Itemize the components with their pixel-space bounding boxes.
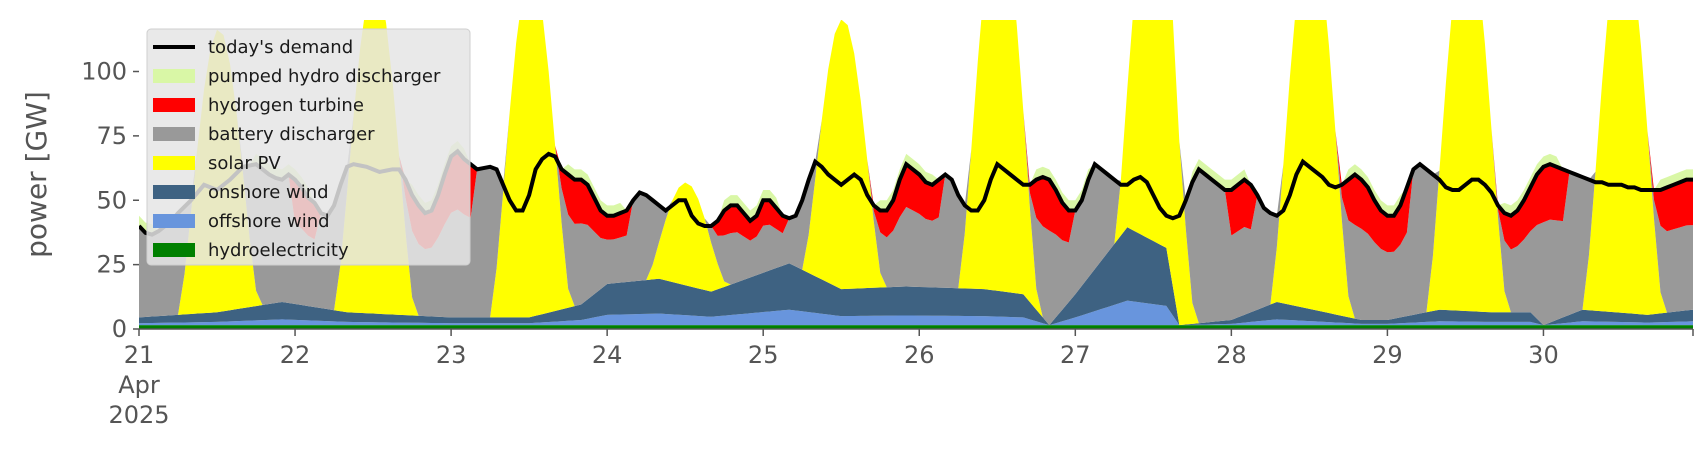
y-tick-label: 50: [96, 186, 127, 214]
area-solar-pv: [139, 20, 1693, 326]
y-tick-label: 0: [112, 315, 127, 343]
legend-swatch-pumped-hydro-discharger: [153, 69, 195, 83]
legend-label: today's demand: [208, 37, 353, 58]
legend-swatch-solar-pv: [153, 156, 195, 170]
x-tick-label: 23: [436, 341, 467, 369]
area-onshore-wind: [139, 227, 1693, 326]
x-tick-label: 21: [124, 341, 155, 369]
x-tick-label: 28: [1216, 341, 1247, 369]
y-tick-label: 75: [96, 122, 127, 150]
area-battery-discharger: [139, 20, 1693, 326]
y-tick-label: 100: [81, 58, 127, 86]
legend-label: onshore wind: [208, 182, 329, 203]
x-tick-label: 27: [1060, 341, 1091, 369]
legend-label: battery discharger: [208, 124, 375, 145]
x-tick-label: 29: [1372, 341, 1403, 369]
legend-label: solar PV: [208, 153, 281, 174]
area-hydroelectricity: [139, 325, 1693, 329]
legend-swatch-onshore-wind: [153, 185, 195, 199]
legend-box: [146, 28, 471, 266]
x-tick-label: 2025: [108, 401, 169, 429]
legend-label: offshore wind: [208, 211, 330, 232]
legend-label: pumped hydro discharger: [208, 66, 441, 87]
x-tick-label: 25: [748, 341, 779, 369]
legend-swatch-battery-discharger: [153, 127, 195, 141]
legend-swatch-offshore-wind: [153, 214, 195, 228]
area-offshore-wind: [139, 300, 1693, 326]
x-tick-label: 30: [1528, 341, 1559, 369]
x-tick-label: 26: [904, 341, 935, 369]
plot-area: [139, 20, 1693, 329]
x-tick-label: 22: [280, 341, 311, 369]
legend-label: hydrogen turbine: [208, 95, 364, 116]
legend-label: hydroelectricity: [208, 240, 349, 261]
legend-swatch-hydroelectricity: [153, 243, 195, 257]
legend-swatch-hydrogen-turbine: [153, 98, 195, 112]
area-hydrogen-turbine: [139, 20, 1693, 253]
y-tick-label: 25: [96, 251, 127, 279]
x-tick-label: 24: [592, 341, 623, 369]
legend: today's demand pumped hydro discharger hyd…: [146, 28, 471, 266]
x-tick-label: Apr: [118, 371, 160, 399]
y-axis-label: power [GW]: [20, 91, 53, 258]
